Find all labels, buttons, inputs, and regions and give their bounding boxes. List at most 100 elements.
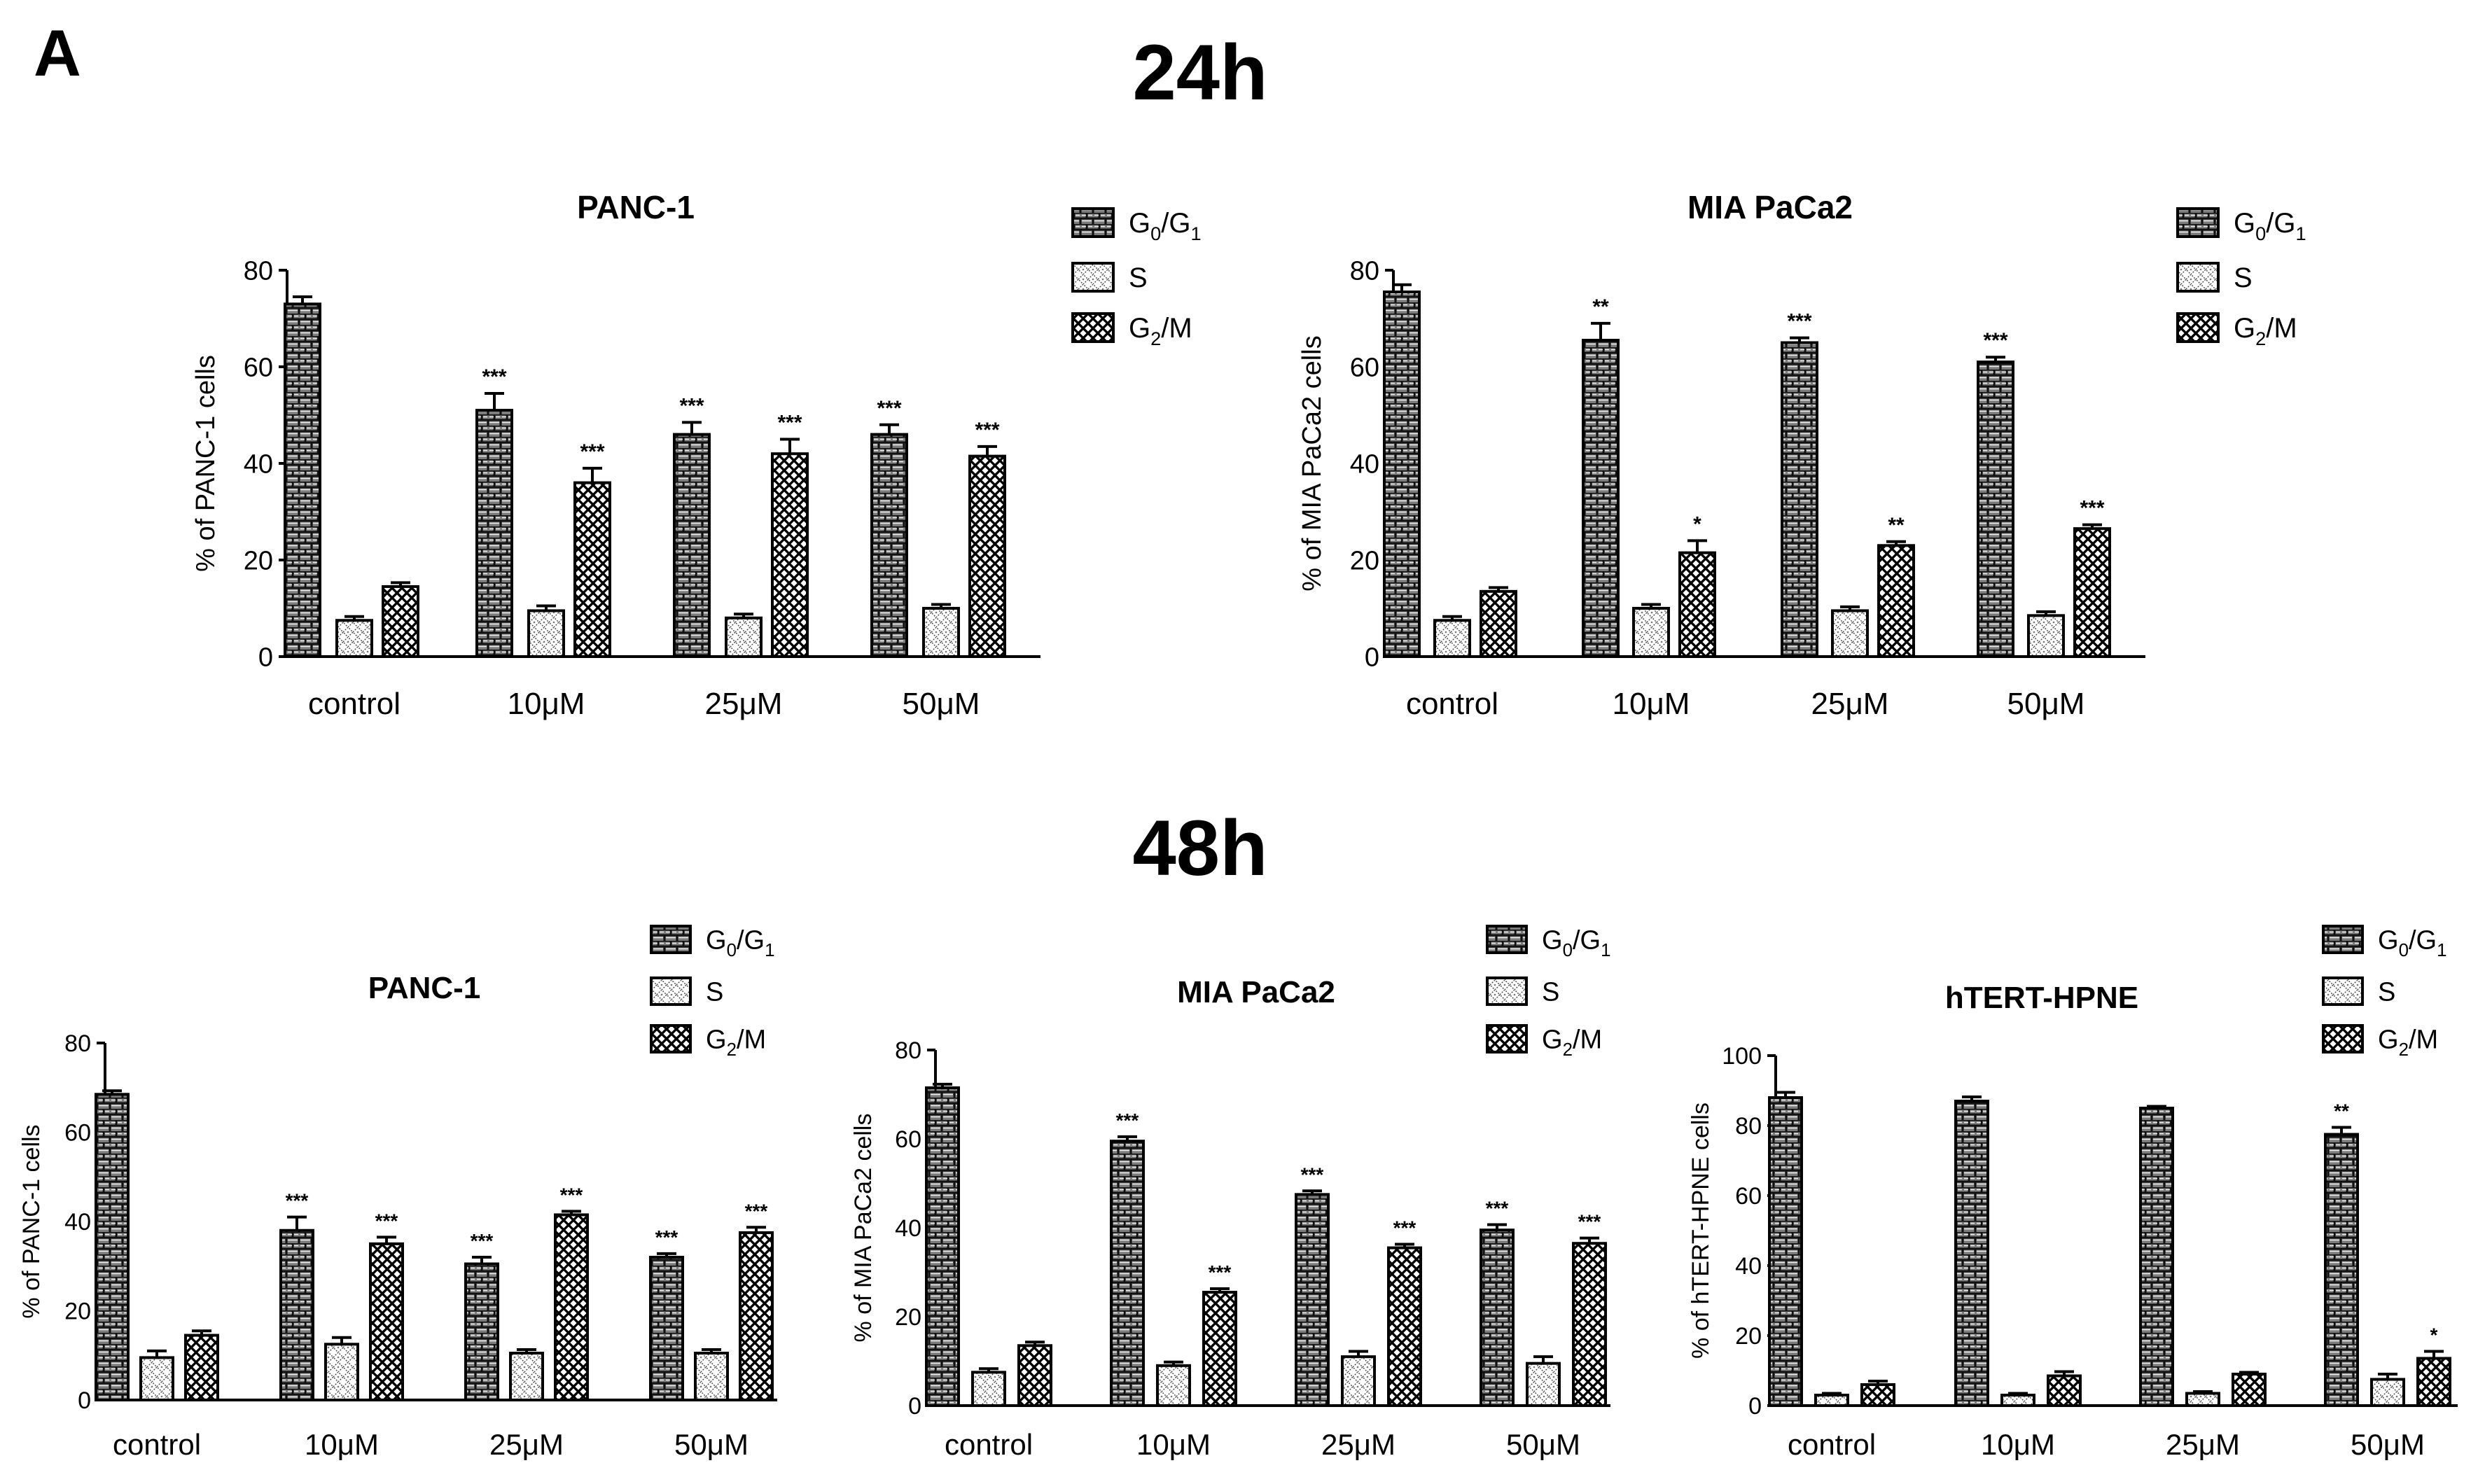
y-axis-label: % of MIA PaCa2 cells bbox=[1297, 335, 1327, 591]
significance-marker: *** bbox=[580, 440, 604, 463]
bar-s-3 bbox=[1831, 609, 1869, 659]
y-axis-label: % of PANC-1 cells bbox=[191, 355, 221, 572]
legend-label-s: S bbox=[706, 977, 723, 1007]
legend-label-g0g1: G0/G1 bbox=[2234, 208, 2306, 244]
bar-g0g1-1 bbox=[925, 1086, 960, 1407]
bar-g2m-1 bbox=[1017, 1344, 1052, 1408]
significance-marker: *** bbox=[375, 1210, 398, 1231]
bar-g2m-2 bbox=[369, 1242, 404, 1401]
bar-s-2 bbox=[527, 609, 565, 659]
legend-label-g2m: G2/M bbox=[1129, 313, 1192, 349]
category-label: 25μM bbox=[2166, 1428, 2240, 1461]
category-label: control bbox=[113, 1428, 201, 1461]
y-tick-label: 80 bbox=[895, 1037, 921, 1064]
bar-g2m-1 bbox=[1480, 589, 1517, 658]
legend-label-s: S bbox=[1129, 262, 1148, 293]
panel-label: A bbox=[34, 16, 81, 90]
legend-label-g0g1: G0/G1 bbox=[706, 925, 774, 960]
category-label: control bbox=[945, 1428, 1033, 1461]
significance-marker: * bbox=[2430, 1324, 2438, 1346]
significance-marker: * bbox=[1693, 512, 1701, 536]
bar-g2m-4 bbox=[2073, 527, 2111, 659]
y-tick-label: 0 bbox=[258, 643, 273, 672]
significance-marker: ** bbox=[2334, 1100, 2349, 1122]
category-label: 50μM bbox=[903, 687, 980, 721]
bar-g2m-2 bbox=[1678, 551, 1716, 659]
chart-title: hTERT-HPNE bbox=[1945, 981, 2138, 1015]
bar-g0g1-4 bbox=[2324, 1133, 2359, 1407]
chart-48h-panc1: PANC-1 % of PANC-1 cells 0 20 40 60 80 *** *** **… bbox=[18, 925, 777, 1461]
legend-swatch-g2m bbox=[1486, 1024, 1528, 1054]
category-label: 10μM bbox=[305, 1428, 379, 1461]
bar-g2m-3 bbox=[554, 1213, 589, 1401]
significance-marker: ** bbox=[1888, 514, 1905, 537]
bar-s-3 bbox=[509, 1352, 544, 1401]
legend-swatch-s bbox=[2322, 976, 2364, 1006]
bar-g2m-2 bbox=[1202, 1291, 1237, 1407]
significance-marker: *** bbox=[745, 1200, 768, 1222]
bar-s-4 bbox=[922, 607, 960, 658]
legend: G0/G1 S G2/M bbox=[1071, 207, 1202, 349]
category-label: control bbox=[1406, 687, 1498, 721]
significance-marker: *** bbox=[1209, 1261, 1232, 1283]
category-label: 10μM bbox=[1613, 687, 1690, 721]
legend-label-g2m: G2/M bbox=[706, 1025, 766, 1060]
significance-marker: *** bbox=[560, 1184, 583, 1205]
legend-label-s: S bbox=[2234, 262, 2253, 293]
category-label: 25μM bbox=[1321, 1428, 1395, 1461]
bar-s-3 bbox=[1341, 1355, 1376, 1408]
chart-48h-htert-hpne: hTERT-HPNE % of hTERT-HPNE cells 0 20 40 60 80… bbox=[1687, 925, 2458, 1461]
y-tick-label: 40 bbox=[1350, 449, 1379, 479]
chart-24h-panc1: PANC-1 % of PANC-1 cells 0 20 40 60 80 *** *** **… bbox=[191, 189, 1202, 721]
y-tick-label: 80 bbox=[64, 1030, 91, 1057]
y-tick-label: 80 bbox=[1350, 256, 1379, 286]
significance-marker: *** bbox=[655, 1226, 678, 1248]
significance-marker: *** bbox=[2080, 497, 2104, 520]
bar-s-2 bbox=[1156, 1364, 1191, 1407]
bar-s-1 bbox=[335, 619, 373, 658]
chart-title: PANC-1 bbox=[577, 189, 695, 225]
bar-g2m-1 bbox=[382, 584, 419, 659]
bar-s-3 bbox=[2185, 1392, 2220, 1407]
bar-g2m-3 bbox=[1387, 1246, 1422, 1407]
significance-marker: *** bbox=[1116, 1110, 1139, 1131]
significance-marker: *** bbox=[1578, 1211, 1601, 1233]
significance-marker: *** bbox=[1486, 1198, 1509, 1219]
y-tick-label: 20 bbox=[1350, 546, 1379, 575]
bar-g0g1-2 bbox=[475, 409, 513, 658]
chart-title: PANC-1 bbox=[368, 971, 481, 1005]
chart-title: MIA PaCa2 bbox=[1687, 189, 1853, 225]
y-tick-label: 100 bbox=[1722, 1043, 1762, 1070]
bar-s-1 bbox=[1433, 619, 1471, 658]
category-label: control bbox=[308, 687, 401, 721]
legend-label-g2m: G2/M bbox=[2234, 313, 2297, 349]
chart-title: MIA PaCa2 bbox=[1177, 975, 1335, 1009]
bar-g0g1-2 bbox=[1582, 339, 1620, 658]
legend-swatch-g2m bbox=[2176, 312, 2220, 343]
bar-s-2 bbox=[324, 1343, 359, 1401]
bar-g0g1-3 bbox=[673, 433, 711, 658]
bar-g0g1-4 bbox=[649, 1256, 684, 1401]
legend-swatch-g0g1 bbox=[2176, 207, 2220, 238]
y-axis-label: % of hTERT-HPNE cells bbox=[1687, 1102, 1714, 1359]
legend-label-g2m: G2/M bbox=[2378, 1025, 2438, 1060]
y-tick-label: 20 bbox=[64, 1298, 91, 1324]
category-label: 25μM bbox=[1811, 687, 1889, 721]
bar-g2m-4 bbox=[739, 1231, 774, 1401]
bar-g2m-1 bbox=[184, 1334, 219, 1401]
significance-marker: ** bbox=[1592, 295, 1609, 318]
legend-swatch-s bbox=[2176, 262, 2220, 293]
bar-g2m-3 bbox=[1877, 544, 1915, 658]
bar-g0g1-1 bbox=[1383, 290, 1421, 658]
category-label: control bbox=[1788, 1428, 1876, 1461]
significance-marker: *** bbox=[975, 419, 999, 442]
bar-g0g1-4 bbox=[1977, 360, 2014, 658]
bar-s-1 bbox=[139, 1356, 174, 1401]
bar-g2m-2 bbox=[2047, 1374, 2082, 1407]
bar-g0g1-3 bbox=[1295, 1193, 1330, 1407]
bar-s-4 bbox=[2370, 1378, 2405, 1407]
chart-48h-miapaca2: MIA PaCa2 % of MIA PaCa2 cells 0 20 40 60 80 **… bbox=[850, 925, 1610, 1461]
bar-g2m-2 bbox=[573, 481, 611, 658]
bar-s-3 bbox=[725, 616, 763, 658]
